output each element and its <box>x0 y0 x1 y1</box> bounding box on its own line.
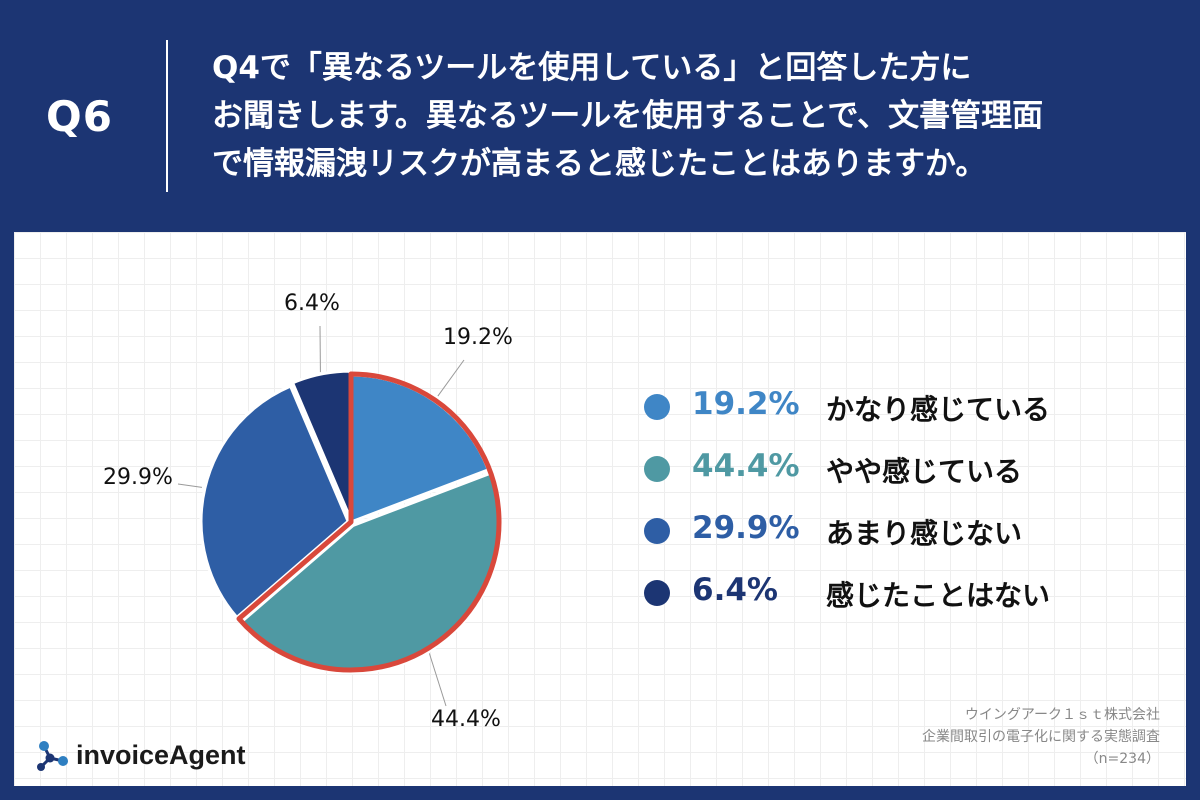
source-survey: 企業間取引の電子化に関する実態調査 <box>922 729 1160 745</box>
source-sample-size: （n=234） <box>1084 751 1160 767</box>
question-text: Q4で「異なるツールを使用している」と回答した方に お聞きします。異なるツールを… <box>212 44 1172 188</box>
header: Q6 Q4で「異なるツールを使用している」と回答した方に お聞きします。異なるツ… <box>0 0 1200 232</box>
slice-label: 19.2% <box>443 325 513 350</box>
question-line-2: お聞きします。異なるツールを使用することで、文書管理面 <box>212 98 1044 134</box>
pie-chart: 19.2% 44.4% 29.9% 6.4% <box>103 291 513 732</box>
legend-value: 44.4% <box>692 448 800 484</box>
leader-line <box>437 359 465 397</box>
highlight-outline <box>236 371 502 673</box>
legend-dot <box>644 456 670 482</box>
question-line-1: Q4で「異なるツールを使用している」と回答した方に <box>212 50 972 86</box>
logo: invoiceAgent <box>32 736 246 776</box>
leader-line <box>177 483 203 488</box>
legend-label: かなり感じている <box>826 393 1051 426</box>
pie-slice <box>291 369 352 520</box>
chart-card: 19.2% 44.4% 29.9% 6.4% 19.2% かなり感じている 44.4%… <box>14 232 1186 786</box>
legend-value: 6.4% <box>692 572 778 608</box>
legend-label: やや感じている <box>826 455 1023 488</box>
slice-label: 44.4% <box>431 707 501 732</box>
slice-label: 6.4% <box>284 291 340 316</box>
legend-label: あまり感じない <box>826 517 1023 550</box>
source-company: ウイングアーク１ｓｔ株式会社 <box>964 707 1160 723</box>
slice-label: 29.9% <box>103 465 173 490</box>
logo-text: invoiceAgent <box>76 740 246 770</box>
legend-label: 感じたことはない <box>826 579 1051 612</box>
legend-dot <box>644 518 670 544</box>
leader-line <box>428 653 447 707</box>
pie-slice <box>199 384 350 619</box>
legend-value: 29.9% <box>692 510 800 546</box>
header-divider <box>166 40 168 192</box>
source-note: ウイングアーク１ｓｔ株式会社 企業間取引の電子化に関する実態調査 （n=234） <box>922 704 1160 770</box>
molecule-icon <box>37 741 68 771</box>
legend-dot <box>644 580 670 606</box>
legend-dot <box>644 394 670 420</box>
question-line-3: で情報漏洩リスクが高まると感じたことはありますか。 <box>212 146 987 182</box>
question-number: Q6 <box>46 92 113 141</box>
legend-value: 19.2% <box>692 386 800 422</box>
